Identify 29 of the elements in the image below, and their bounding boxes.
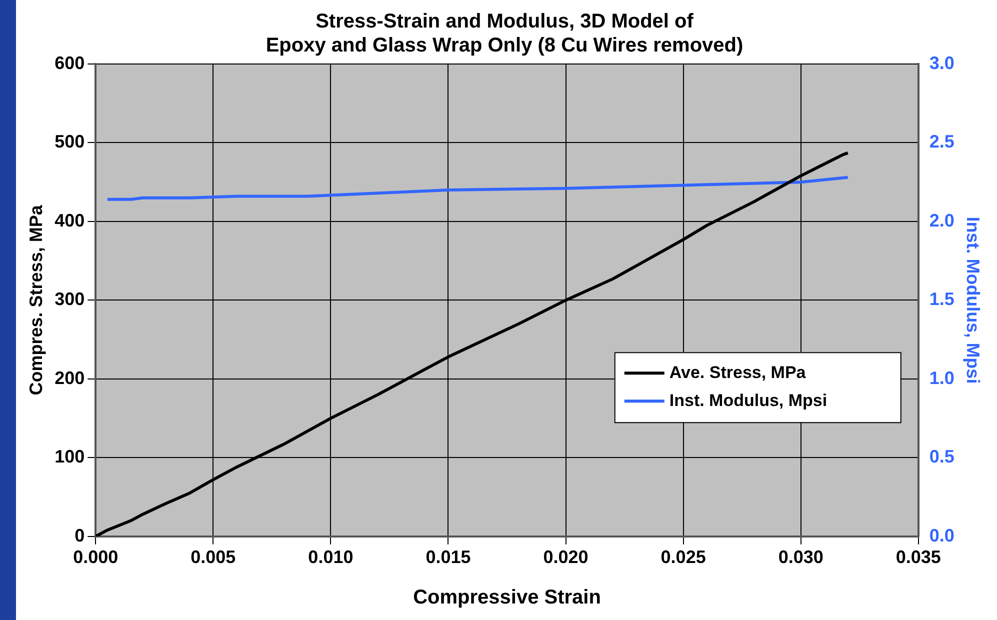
x-axis-title: Compressive Strain	[413, 586, 601, 609]
x-tick-label: 0.005	[190, 547, 236, 568]
y-tick-label: 100	[54, 446, 85, 467]
x-tick-label: 0.035	[896, 547, 941, 568]
y-tick-label: 0	[74, 525, 85, 546]
x-tick-label: 0.010	[308, 547, 354, 568]
legend-label: Ave. Stress, MPa	[669, 362, 806, 382]
y-tick-label: 300	[54, 289, 85, 310]
x-tick-label: 0.030	[778, 547, 824, 568]
y2-tick-label: 0.0	[929, 525, 954, 546]
y2-tick-label: 1.5	[929, 289, 954, 310]
y-tick-label: 600	[54, 52, 85, 73]
y2-tick-label: 2.0	[929, 210, 954, 230]
y-axis-title: Compres. Stress, MPa	[26, 204, 46, 396]
x-tick-label: 0.000	[73, 547, 118, 568]
text: Epoxy and Glass Wrap Only (8 Cu Wires removed)	[266, 34, 744, 57]
y2-tick-label: 2.5	[929, 132, 954, 152]
y-tick-label: 200	[54, 368, 85, 388]
text: Stress-Strain and Modulus, 3D Model of	[316, 10, 694, 33]
y2-tick-label: 1.0	[929, 368, 954, 388]
y2-tick-label: 3.0	[929, 52, 954, 73]
legend-label: Inst. Modulus, Mpsi	[669, 390, 828, 410]
y-tick-label: 400	[54, 210, 85, 230]
y2-axis-title: Inst. Modulus, Mpsi	[963, 216, 984, 384]
x-tick-label: 0.020	[543, 547, 588, 568]
y2-tick-label: 0.5	[929, 446, 954, 467]
y-tick-label: 500	[54, 132, 85, 152]
x-tick-label: 0.025	[660, 547, 706, 568]
x-tick-label: 0.015	[426, 547, 471, 568]
